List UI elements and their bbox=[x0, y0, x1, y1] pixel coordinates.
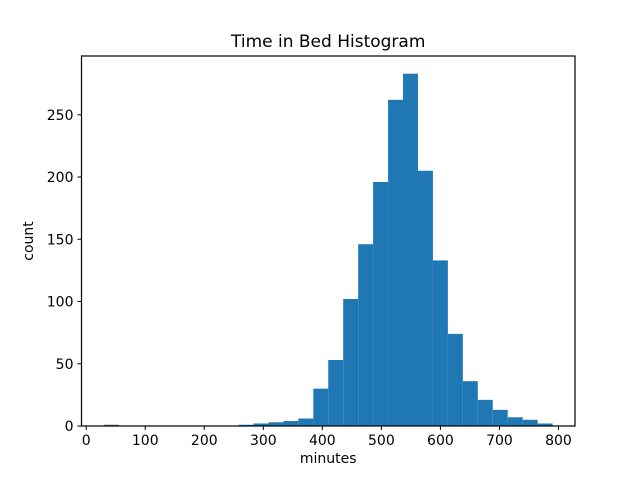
histogram-bar bbox=[283, 421, 299, 426]
histogram-bar bbox=[462, 381, 478, 426]
histogram-bar bbox=[103, 424, 119, 426]
histogram-bar bbox=[447, 333, 463, 426]
y-tick-label: 200 bbox=[47, 170, 74, 186]
x-tick-label: 200 bbox=[191, 433, 218, 449]
y-tick-label: 150 bbox=[47, 232, 74, 248]
histogram-bar bbox=[343, 299, 359, 426]
histogram-bar bbox=[373, 181, 389, 426]
y-tick-label: 50 bbox=[56, 357, 74, 373]
histogram-bar bbox=[403, 73, 418, 427]
y-tick-label: 250 bbox=[47, 108, 74, 124]
histogram-bar bbox=[358, 244, 374, 426]
y-axis-ticks: 0 50 100 150 200 250 bbox=[47, 108, 82, 435]
chart-title: Time in Bed Histogram bbox=[230, 32, 425, 52]
x-tick-label: 0 bbox=[82, 433, 91, 449]
histogram-bar bbox=[507, 417, 523, 426]
histogram-bar bbox=[388, 99, 404, 426]
histogram-bar bbox=[537, 423, 553, 426]
x-tick-label: 600 bbox=[427, 433, 454, 449]
histogram-bar bbox=[477, 399, 493, 426]
x-axis-label: minutes bbox=[300, 451, 357, 467]
histogram-bar bbox=[298, 418, 314, 426]
histogram-bars-group bbox=[103, 73, 553, 427]
histogram-bar bbox=[492, 409, 508, 426]
x-tick-label: 300 bbox=[250, 433, 277, 449]
x-tick-label: 400 bbox=[309, 433, 336, 449]
histogram-bar bbox=[313, 388, 329, 426]
histogram-bar bbox=[522, 419, 538, 426]
y-tick-label: 100 bbox=[47, 295, 74, 311]
histogram-bar bbox=[328, 360, 344, 426]
histogram-bar bbox=[238, 424, 254, 426]
x-tick-label: 500 bbox=[368, 433, 395, 449]
histogram-bar bbox=[432, 260, 448, 426]
histogram-bar bbox=[253, 423, 269, 426]
x-tick-label: 800 bbox=[545, 433, 572, 449]
y-tick-label: 0 bbox=[65, 419, 74, 435]
histogram-bar bbox=[268, 422, 284, 426]
x-tick-label: 100 bbox=[132, 433, 159, 449]
axes-spines bbox=[80, 55, 576, 427]
x-tick-label: 700 bbox=[486, 433, 513, 449]
x-axis-ticks: 0 100 200 300 400 500 600 700 800 bbox=[82, 426, 572, 449]
histogram-bar bbox=[417, 170, 433, 426]
y-axis-label: count bbox=[21, 221, 37, 261]
